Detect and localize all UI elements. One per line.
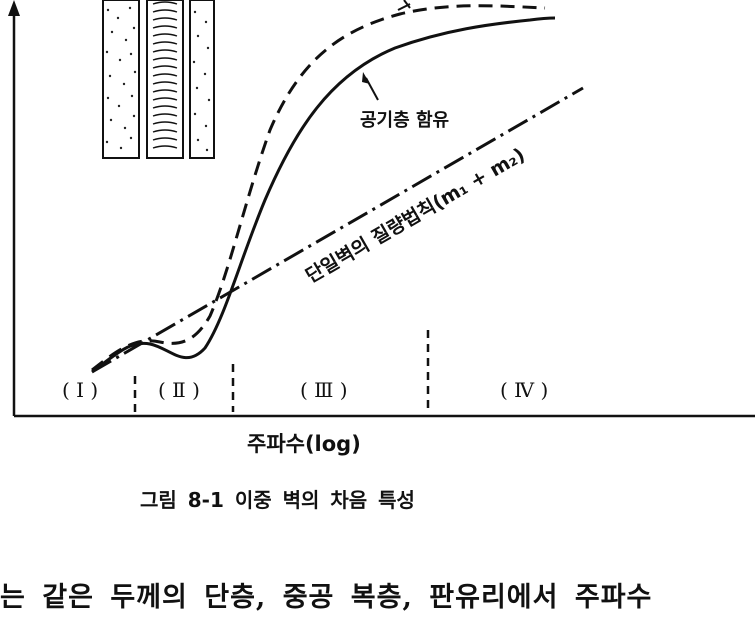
top-arrow-mark [397,0,411,11]
double-wall-illustration [102,0,215,159]
region-dividers [133,330,430,412]
region-label-2: ( Ⅱ ) [158,378,200,402]
region-label-3: ( Ⅲ ) [300,378,348,402]
air-layer-label: 공기층 함유 [360,110,450,131]
region-label-4: ( Ⅳ ) [500,378,549,402]
y-axis-arrow [8,0,20,16]
mass-law-line [91,86,584,374]
x-axis-label: 주파수(log) [247,432,361,456]
axes [8,0,755,418]
double-wall-curve [91,16,556,374]
figure-caption: 그림 8-1 이중 벽의 차음 특성 [140,488,415,512]
air-layer-filled-curve [91,4,546,372]
body-text-line: 는 같은 두께의 단층, 중공 복층, 판유리에서 주파수 [0,582,653,613]
region-label-1: ( Ⅰ ) [62,378,99,402]
